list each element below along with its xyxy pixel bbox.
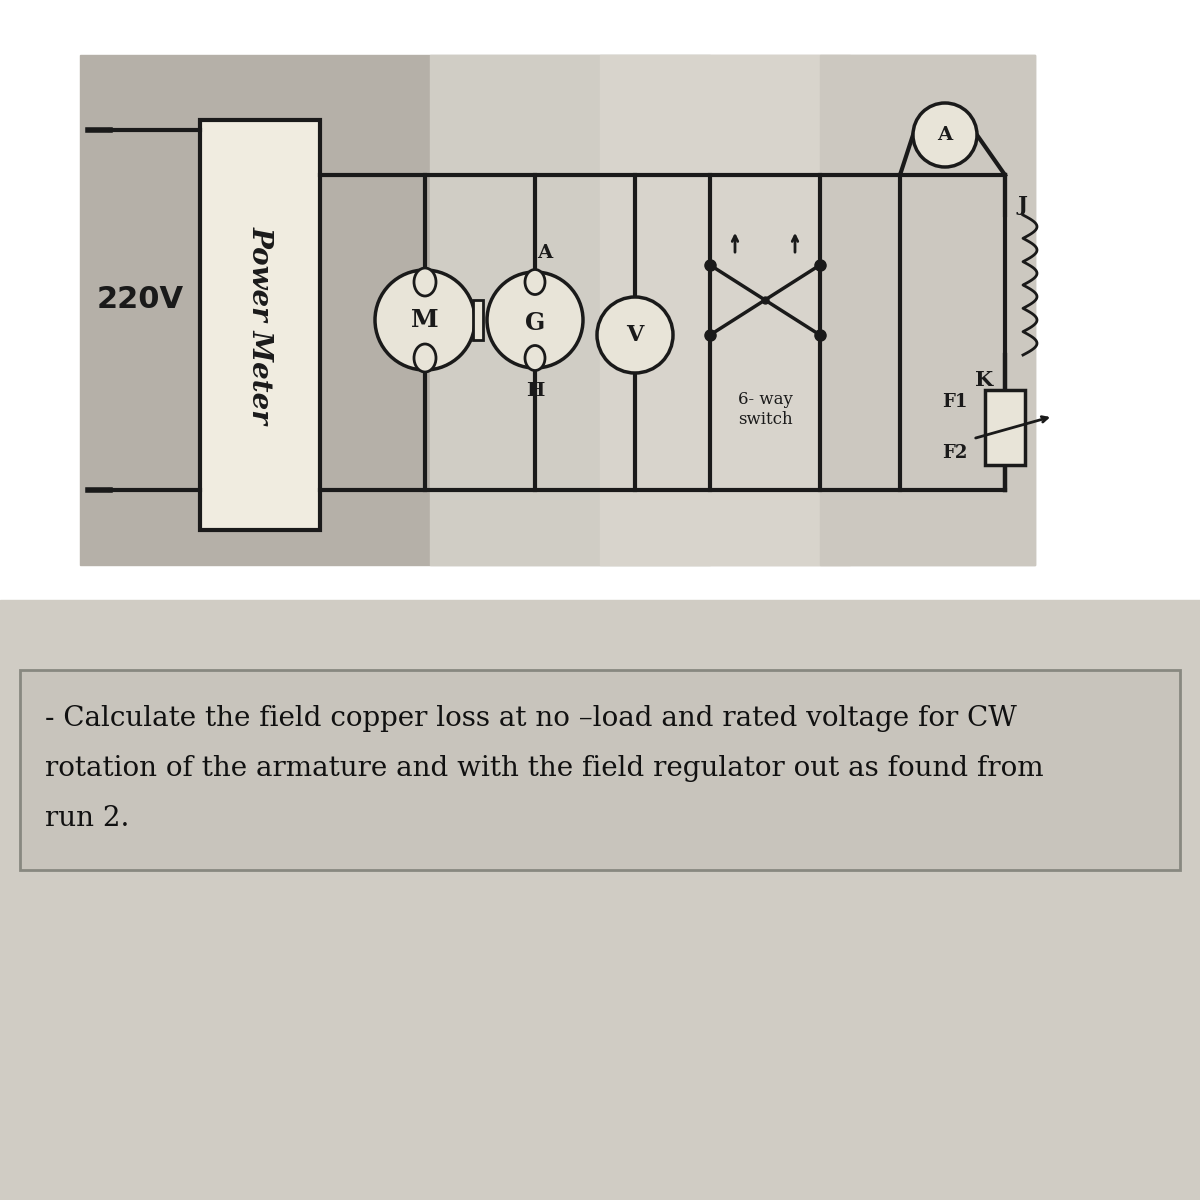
Text: F2: F2 <box>942 444 967 462</box>
Ellipse shape <box>414 268 436 296</box>
Bar <box>820 55 1034 565</box>
Text: A: A <box>538 244 552 262</box>
Ellipse shape <box>526 270 545 294</box>
Text: Power Meter: Power Meter <box>246 226 274 424</box>
Text: M: M <box>412 308 439 332</box>
Text: A: A <box>937 126 953 144</box>
Text: 6- way: 6- way <box>738 391 792 408</box>
Circle shape <box>913 103 977 167</box>
Text: 220V: 220V <box>96 286 184 314</box>
Circle shape <box>598 296 673 373</box>
Bar <box>473 300 482 340</box>
Circle shape <box>487 272 583 368</box>
Text: rotation of the armature and with the field regulator out as found from: rotation of the armature and with the fi… <box>46 755 1044 782</box>
Bar <box>80 55 1034 565</box>
Text: run 2.: run 2. <box>46 805 130 832</box>
Bar <box>985 390 1025 464</box>
Bar <box>600 55 850 565</box>
Text: F1: F1 <box>942 392 967 410</box>
Ellipse shape <box>414 344 436 372</box>
Text: V: V <box>626 324 643 346</box>
Text: J: J <box>1018 194 1027 215</box>
Bar <box>20 670 1180 870</box>
Text: K: K <box>974 370 994 390</box>
Bar <box>0 600 1200 1200</box>
Ellipse shape <box>526 346 545 371</box>
Bar <box>430 55 710 565</box>
Text: H: H <box>526 382 544 400</box>
Circle shape <box>374 270 475 370</box>
Text: - Calculate the field copper loss at no –load and rated voltage for CW: - Calculate the field copper loss at no … <box>46 704 1016 732</box>
Bar <box>200 120 320 530</box>
Text: switch: switch <box>738 412 792 428</box>
Text: G: G <box>524 311 545 335</box>
